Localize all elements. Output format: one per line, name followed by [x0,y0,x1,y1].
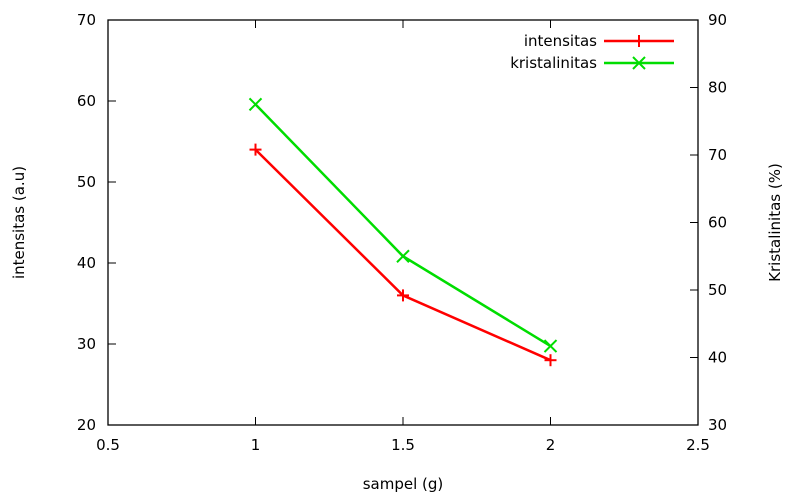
legend-label-kristalinitas: kristalinitas [510,54,597,72]
y2-tick-label: 70 [708,146,727,164]
legend-marker-intensitas [633,35,645,47]
y-tick-label: 50 [77,173,96,191]
data-point-kristalinitas [543,339,558,353]
x-tick-label: 1.5 [391,436,415,454]
y2-tick-label: 60 [708,214,727,232]
x-tick-label: 0.5 [96,436,120,454]
y-tick-label: 40 [77,254,96,272]
x-tick-label: 2 [546,436,556,454]
data-point-intensitas [249,143,262,156]
data-point-kristalinitas [248,97,263,112]
y-axis-label: intensitas (a.u) [10,166,28,279]
y2-axis-label: Kristalinitas (%) [766,163,784,282]
x-tick-label: 2.5 [686,436,710,454]
legend: intensitas kristalinitas [510,32,674,72]
x-axis-label: sampel (g) [363,475,444,493]
y-tick-label: 30 [77,335,96,353]
y2-tick-label: 80 [708,79,727,97]
y2-tick-label: 90 [708,11,727,29]
y-tick-label: 70 [77,11,96,29]
y2-tick-label: 30 [708,416,727,434]
x-tick-label: 1 [251,436,261,454]
data-point-kristalinitas [396,249,410,263]
y-tick-label: 20 [77,416,96,434]
series-layer [248,97,558,367]
legend-marker-kristalinitas [632,56,646,70]
plot-frame [107,19,699,426]
y2-tick-label: 40 [708,349,727,367]
series-line-kristalinitas [254,103,552,348]
data-point-intensitas [544,354,557,367]
ticks-layer: 0.5 1 1.5 2 2.5 20 30 40 50 60 70 30 40 50 60 70 80 90 [77,11,727,454]
data-point-intensitas [397,289,409,302]
legend-label-intensitas: intensitas [524,32,597,50]
y-tick-label: 60 [77,92,96,110]
y2-tick-label: 50 [708,281,727,299]
